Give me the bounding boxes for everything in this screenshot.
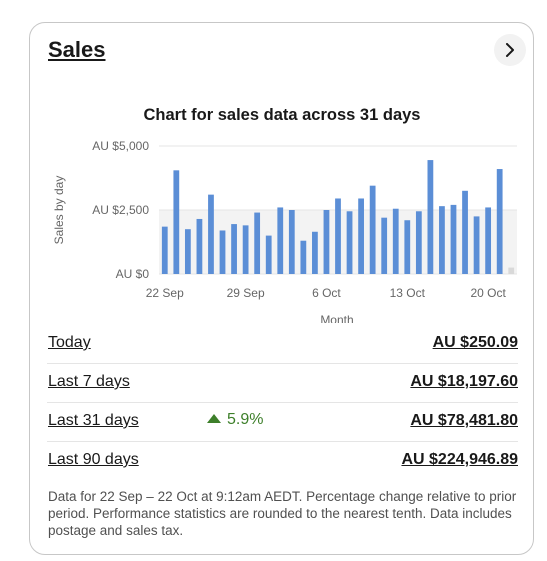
chart-bar[interactable] bbox=[485, 207, 492, 274]
summary-label[interactable]: Today bbox=[48, 334, 91, 351]
chart-bar[interactable] bbox=[242, 225, 249, 274]
chart-bar[interactable] bbox=[323, 210, 330, 274]
chart-bar[interactable] bbox=[208, 194, 214, 274]
chart-bar[interactable] bbox=[161, 226, 168, 274]
chart-bar[interactable] bbox=[335, 198, 341, 274]
chart-bar[interactable] bbox=[358, 198, 364, 274]
percent-change-value: 5.9% bbox=[227, 411, 264, 428]
chart-bar[interactable] bbox=[369, 185, 376, 274]
summary-value[interactable]: AU $224,946.89 bbox=[401, 451, 518, 468]
summary-row-last-7-days: Last 7 days AU $18,197.60 bbox=[47, 363, 518, 403]
summary-row-last-31-days: Last 31 days 5.9% AU $78,481.80 bbox=[47, 402, 518, 442]
chart-bar[interactable] bbox=[288, 210, 295, 274]
chart-bar[interactable] bbox=[231, 224, 237, 274]
chart-bar[interactable] bbox=[427, 160, 434, 274]
chevron-right-icon bbox=[506, 43, 514, 57]
percent-change: 5.9% bbox=[207, 411, 263, 429]
y-tick-label: AU $2,500 bbox=[92, 203, 149, 217]
summary-value[interactable]: AU $250.09 bbox=[432, 334, 518, 351]
summary-value[interactable]: AU $78,481.80 bbox=[410, 412, 518, 429]
chart-bar[interactable] bbox=[381, 217, 388, 274]
chart-bars bbox=[161, 160, 515, 274]
chart-title: Chart for sales data across 31 days bbox=[144, 106, 421, 124]
chart-x-ticks: 22 Sep 29 Sep 6 Oct 13 Oct 20 Oct bbox=[146, 286, 507, 300]
chart-bar[interactable] bbox=[277, 207, 284, 274]
chart-bar[interactable] bbox=[392, 208, 399, 274]
x-tick-label: 20 Oct bbox=[470, 286, 506, 300]
chart-bar[interactable] bbox=[415, 211, 422, 274]
summary-row-today: Today AU $250.09 bbox=[47, 324, 518, 364]
sales-title-link[interactable]: Sales bbox=[48, 37, 106, 62]
chart-bar[interactable] bbox=[508, 267, 515, 274]
y-tick-label: AU $5,000 bbox=[92, 139, 149, 153]
chart-bar[interactable] bbox=[346, 211, 353, 274]
chart-bar[interactable] bbox=[300, 240, 307, 274]
summary-label[interactable]: Last 90 days bbox=[48, 451, 139, 468]
chart-bar[interactable] bbox=[404, 220, 411, 274]
chart-y-ticks: AU $0 AU $2,500 AU $5,000 bbox=[92, 139, 149, 281]
chart-bar[interactable] bbox=[254, 212, 261, 274]
summary-label[interactable]: Last 7 days bbox=[48, 373, 130, 390]
trend-up-icon bbox=[207, 414, 221, 423]
sales-card: Sales Chart for sales data across 31 day… bbox=[29, 22, 534, 555]
chart-y-axis-label: Sales by day bbox=[52, 176, 66, 245]
view-sales-button[interactable] bbox=[494, 34, 526, 66]
summary-label[interactable]: Last 31 days bbox=[48, 412, 139, 429]
chart-bar[interactable] bbox=[219, 230, 226, 274]
x-tick-label: 29 Sep bbox=[227, 286, 265, 300]
y-tick-label: AU $0 bbox=[116, 267, 150, 281]
chart-bar[interactable] bbox=[439, 206, 445, 274]
chart-bar[interactable] bbox=[312, 231, 318, 274]
summary-value[interactable]: AU $18,197.60 bbox=[410, 373, 518, 390]
chart-bar[interactable] bbox=[196, 218, 203, 274]
chart-bar[interactable] bbox=[265, 235, 272, 274]
chart-bar[interactable] bbox=[184, 229, 191, 274]
chart-x-axis-label: Month bbox=[320, 313, 353, 323]
chart-bar[interactable] bbox=[173, 170, 180, 274]
chart-bar[interactable] bbox=[462, 190, 468, 274]
x-tick-label: 13 Oct bbox=[390, 286, 426, 300]
x-tick-label: 22 Sep bbox=[146, 286, 184, 300]
chart-bar[interactable] bbox=[450, 204, 457, 274]
chart-bar[interactable] bbox=[496, 169, 503, 274]
x-tick-label: 6 Oct bbox=[312, 286, 341, 300]
sales-chart: Chart for sales data across 31 days AU $… bbox=[52, 106, 517, 323]
chart-bar[interactable] bbox=[473, 216, 480, 274]
summary-row-last-90-days: Last 90 days AU $224,946.89 bbox=[47, 441, 518, 480]
footnote: Data for 22 Sep – 22 Oct at 9:12am AEDT.… bbox=[48, 489, 517, 538]
